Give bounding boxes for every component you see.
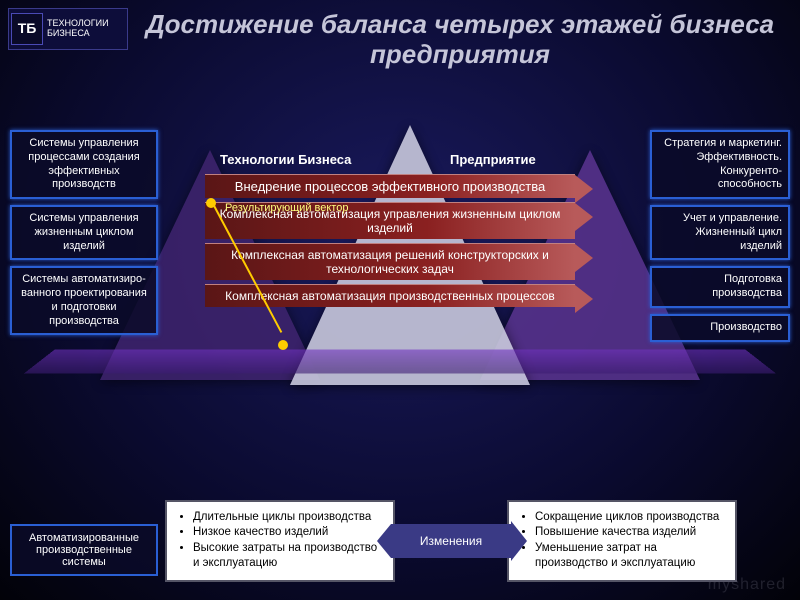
layer-3: Комплексная автоматизация решений констр… [205, 243, 575, 280]
problem-3: Высокие затраты на производство и эксплу… [193, 541, 383, 572]
result-2: Повышение качества изделий [535, 525, 725, 541]
slide-title: Достижение баланса четырех этажей бизнес… [140, 10, 780, 70]
layer-1: Внедрение процессов эффективного произво… [205, 174, 575, 198]
results-box: Сокращение циклов производства Повышение… [507, 500, 737, 582]
right-box-4: Производство [650, 314, 790, 342]
column-label-left: Технологии Бизнеса [220, 152, 351, 167]
problems-box: Длительные циклы производства Низкое кач… [165, 500, 395, 582]
center-layers: Внедрение процессов эффективного произво… [205, 174, 575, 307]
changes-arrow: Изменения [391, 524, 511, 558]
logo-line2: БИЗНЕСА [47, 29, 109, 39]
changes-label: Изменения [420, 534, 482, 548]
left-box-4: Автоматизированные производственные сист… [10, 524, 158, 576]
column-label-right: Предприятие [450, 152, 536, 167]
problem-2: Низкое качество изделий [193, 525, 383, 541]
vector-dot-bottom [278, 340, 288, 350]
result-1: Сокращение циклов производства [535, 510, 725, 526]
bottom-row: Длительные циклы производства Низкое кач… [165, 500, 770, 582]
left-boxes: Системы управления процессами создания э… [10, 130, 158, 335]
logo-icon: ТБ [11, 13, 43, 45]
left-box-2: Системы управления жизненным циклом изде… [10, 205, 158, 260]
left-box-1: Системы управления процессами создания э… [10, 130, 158, 199]
right-boxes: Стратегия и маркетинг. Эффективность. Ко… [650, 130, 790, 342]
vector-label: Результирующий вектор [225, 202, 348, 214]
logo: ТБ ТЕХНОЛОГИИ БИЗНЕСА [8, 8, 128, 50]
right-box-1: Стратегия и маркетинг. Эффективность. Ко… [650, 130, 790, 199]
left-box-3: Системы автоматизиро-ванного проектирова… [10, 266, 158, 335]
problem-1: Длительные циклы производства [193, 510, 383, 526]
right-box-2: Учет и управление. Жизненный цикл издели… [650, 205, 790, 260]
result-3: Уменьшение затрат на производство и эксп… [535, 541, 725, 572]
vector-dot-top [206, 198, 216, 208]
right-box-3: Подготовка производства [650, 266, 790, 308]
